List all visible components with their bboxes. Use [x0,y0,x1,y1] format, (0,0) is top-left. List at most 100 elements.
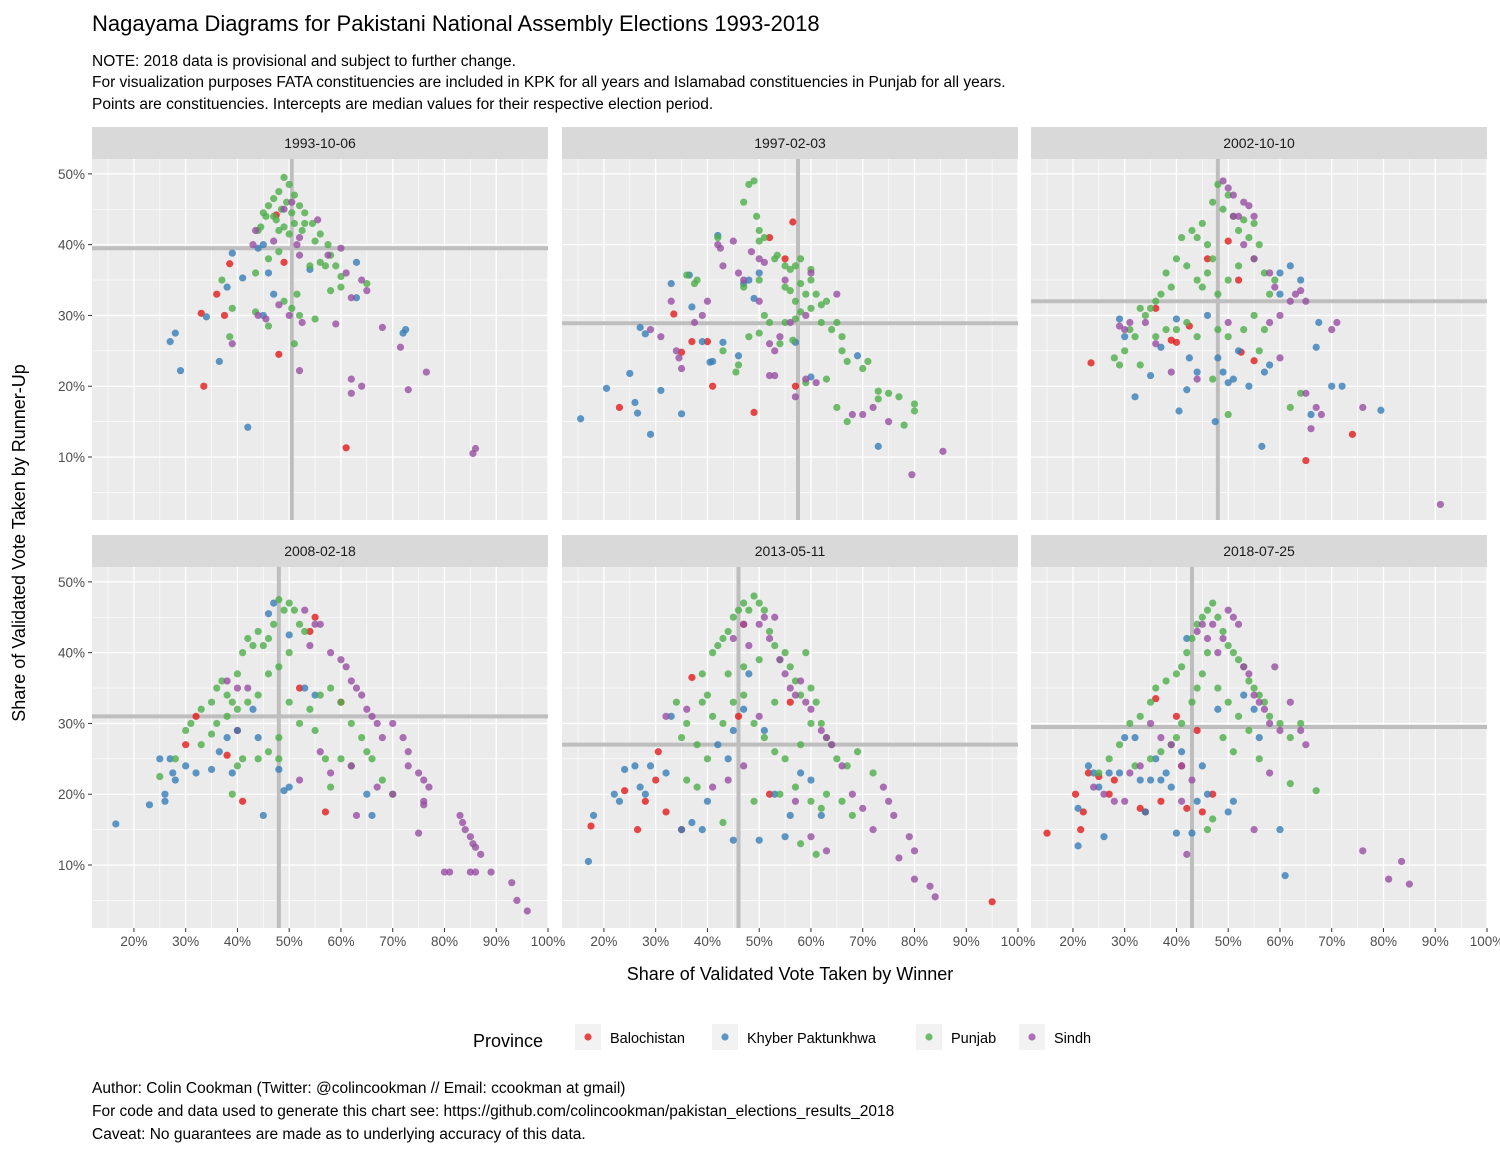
point-punjab [1260,325,1269,334]
point-punjab [285,649,293,657]
point-khyber-paktunkhwa [402,325,410,334]
point-balochistan [1152,695,1160,703]
point-punjab [1141,311,1149,320]
point-punjab [797,308,805,316]
point-punjab [781,649,789,657]
point-punjab [1198,219,1206,228]
point-khyber-paktunkhwa [646,762,655,770]
point-balochistan [789,218,797,226]
point-khyber-paktunkhwa [853,352,862,360]
point-sindh [1271,283,1279,291]
point-punjab [1224,641,1232,650]
point-sindh [1245,202,1253,210]
point-sindh [358,691,366,699]
point-balochistan [1087,359,1095,367]
panel-2008-02-18: 2008-02-18 20% 30% 40% 50% 60% 70% 80% 90% 100% 10… [58,535,565,949]
point-punjab [285,180,293,189]
point-sindh [869,403,877,412]
point-sindh [910,875,919,883]
point-khyber-paktunkhwa [641,790,649,798]
point-sindh [1126,318,1134,327]
point-punjab [797,840,805,848]
point-khyber-paktunkhwa [797,769,805,777]
point-khyber-paktunkhwa [1193,797,1201,805]
point-sindh [1397,857,1406,866]
point-punjab [874,395,882,403]
point-khyber-paktunkhwa [709,357,717,366]
point-punjab [1266,290,1274,298]
point-sindh [822,847,831,855]
point-punjab [791,783,800,791]
strip [562,535,1018,567]
point-punjab [254,755,262,763]
point-punjab [791,262,800,270]
point-punjab [327,783,335,791]
point-khyber-paktunkhwa [264,269,273,277]
point-khyber-paktunkhwa [1250,705,1258,713]
point-punjab [270,212,278,220]
point-sindh [1266,719,1274,728]
legend-item-punjab: Punjab [916,1024,996,1050]
point-khyber-paktunkhwa [264,610,273,618]
point-sindh [822,733,831,742]
point-khyber-paktunkhwa [1121,733,1129,742]
point-khyber-paktunkhwa [270,599,278,607]
point-punjab [791,315,800,323]
point-khyber-paktunkhwa [626,369,634,378]
point-punjab [290,340,298,348]
point-balochistan [988,898,996,906]
point-punjab [797,691,805,699]
point-punjab [729,698,737,706]
point-punjab [228,790,236,798]
point-sindh [802,311,810,320]
point-sindh [729,634,737,643]
legend-label: Punjab [951,1031,996,1047]
point-khyber-paktunkhwa [1167,783,1175,791]
point-sindh [1178,797,1186,805]
point-punjab [1146,304,1155,312]
x-tick-label: 70% [1318,934,1345,949]
point-sindh [1240,663,1248,671]
point-punjab [1183,649,1191,657]
point-sindh [776,656,784,664]
plot-area [562,567,1018,928]
point-punjab [817,301,825,309]
point-punjab [755,276,763,284]
x-tick-label: 60% [327,934,354,949]
point-sindh [1250,691,1258,699]
point-khyber-paktunkhwa [1136,776,1144,784]
y-tick-label: 50% [58,575,85,590]
point-balochistan [709,382,717,390]
point-punjab [828,325,836,334]
point-khyber-paktunkhwa [1224,379,1232,387]
point-punjab [254,627,262,636]
point-khyber-paktunkhwa [667,279,675,288]
point-sindh [1157,733,1165,742]
point-khyber-paktunkhwa [1219,368,1227,376]
point-punjab [332,262,340,270]
point-punjab [703,691,712,699]
point-sindh [223,677,231,685]
point-punjab [1214,180,1222,189]
point-punjab [301,219,309,228]
point-khyber-paktunkhwa [688,303,696,311]
point-sindh [1167,741,1175,749]
point-sindh [771,372,779,380]
x-tick-label: 50% [276,934,303,949]
point-punjab [838,333,846,341]
point-sindh [1436,500,1445,509]
point-punjab [1183,318,1191,327]
point-sindh [1250,212,1258,220]
point-punjab [1250,684,1258,692]
point-sindh [306,641,314,650]
point-punjab [290,606,298,614]
point-punjab [1126,325,1134,334]
legend-key-point [584,1033,592,1041]
point-sindh [781,276,789,284]
point-khyber-paktunkhwa [171,776,179,784]
point-khyber-paktunkhwa [352,258,361,266]
point-sindh [740,620,748,628]
point-punjab [1193,333,1201,341]
point-punjab [1198,670,1206,678]
point-punjab [755,599,763,607]
